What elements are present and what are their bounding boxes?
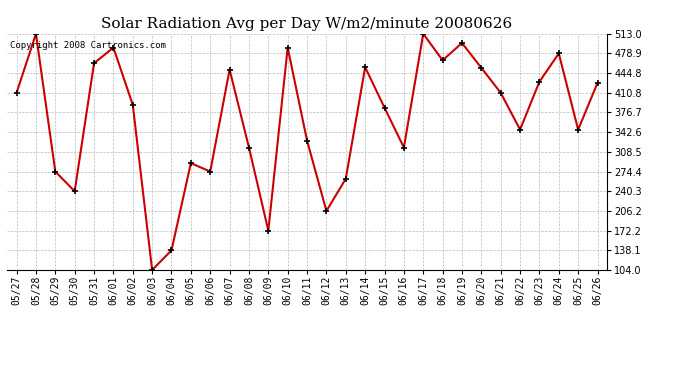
- Text: Copyright 2008 Cartronics.com: Copyright 2008 Cartronics.com: [10, 41, 166, 50]
- Title: Solar Radiation Avg per Day W/m2/minute 20080626: Solar Radiation Avg per Day W/m2/minute …: [101, 17, 513, 31]
